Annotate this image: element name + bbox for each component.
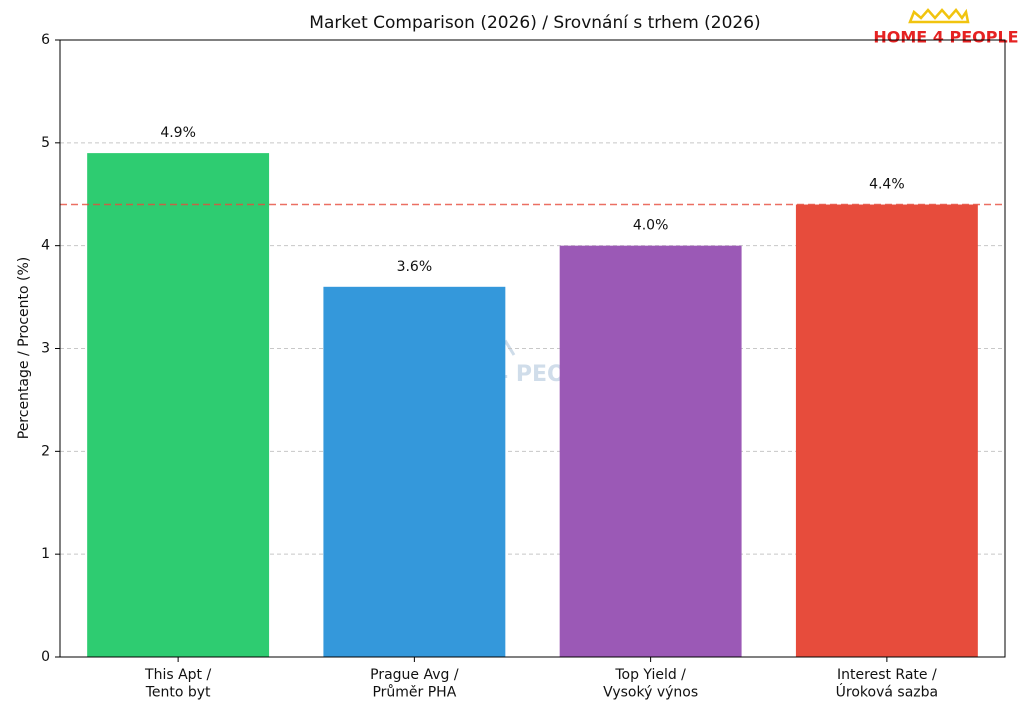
bar [795, 204, 978, 658]
bar [559, 245, 742, 657]
value-label: 4.9% [160, 125, 196, 141]
value-label: 3.6% [397, 259, 433, 275]
plot-frame [59, 39, 1006, 658]
bar [87, 153, 270, 657]
y-tick-label: 0 [41, 649, 50, 665]
y-tick-label: 3 [41, 341, 50, 357]
chart-title: Market Comparison (2026) / Srovnání s tr… [309, 13, 760, 33]
y-axis-label: Percentage / Procento (%) [16, 257, 32, 440]
x-tick-label: Top Yield / Vysoký výnos [603, 667, 698, 701]
y-tick-label: 4 [41, 238, 50, 254]
value-label: 4.4% [869, 177, 905, 193]
x-tick-label: Prague Avg / Průměr PHA [370, 667, 459, 701]
logo-icon [908, 8, 970, 24]
y-tick-label: 6 [41, 32, 50, 48]
y-tick-label: 5 [41, 135, 50, 151]
y-tick-label: 1 [41, 546, 50, 562]
x-tick-label: This Apt / Tento byt [144, 667, 211, 701]
value-label: 4.0% [633, 218, 669, 234]
bar [323, 286, 506, 657]
y-tick-label: 2 [41, 443, 50, 459]
logo: HOME 4 PEOPLE [873, 28, 1018, 47]
x-tick-label: Interest Rate / Úroková sazba [836, 667, 938, 701]
